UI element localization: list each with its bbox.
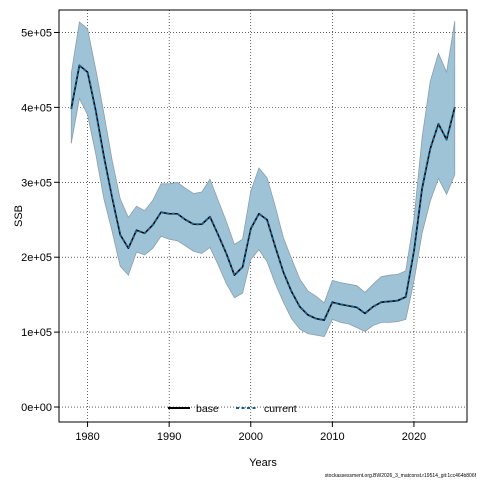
- confidence-band: [70, 21, 456, 338]
- series-lines: [70, 64, 456, 322]
- x-axis-title: Years: [249, 457, 277, 469]
- y-tick-label: 2e+05: [21, 252, 52, 264]
- y-axis: 0e+00 1e+05 2e+05 3e+05 4e+05 5e+05: [21, 27, 59, 414]
- y-axis-title: SSB: [13, 205, 25, 227]
- y-tick-label: 5e+05: [21, 27, 52, 39]
- x-tick-label: 1990: [157, 431, 181, 443]
- footer-text: stockassessment.org.BW2026_3_matconst.r1…: [325, 473, 477, 479]
- x-tick-label: 2010: [320, 431, 344, 443]
- y-tick-label: 4e+05: [21, 102, 52, 114]
- legend-label-current: current: [264, 403, 297, 415]
- legend: base current: [168, 403, 297, 415]
- y-tick-label: 0e+00: [21, 402, 52, 414]
- y-tick-label: 1e+05: [21, 327, 52, 339]
- x-tick-label: 1980: [75, 431, 99, 443]
- series-line-current: [70, 64, 456, 322]
- confidence-band-area: [70, 21, 456, 338]
- x-tick-label: 2020: [402, 431, 426, 443]
- plot-frame: [58, 9, 468, 423]
- x-axis: 1980 1990 2000 2010 2020: [75, 422, 426, 443]
- x-tick-label: 2000: [239, 431, 263, 443]
- y-tick-label: 3e+05: [21, 177, 52, 189]
- legend-label-base: base: [196, 403, 219, 415]
